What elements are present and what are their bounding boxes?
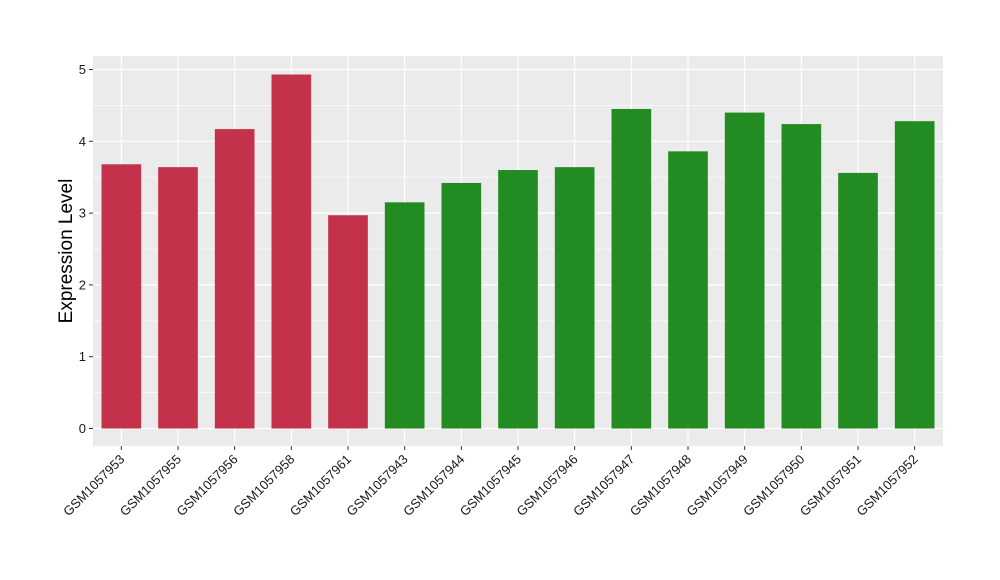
- bar-GSM1057951: [838, 172, 878, 429]
- bar-GSM1057953: [101, 164, 142, 429]
- y-axis-title: Expression Level: [56, 179, 77, 324]
- bar-GSM1057948: [668, 151, 708, 429]
- y-tick-label: 0: [79, 421, 86, 436]
- bar-GSM1057955: [158, 167, 198, 429]
- bar-GSM1057945: [498, 170, 538, 429]
- x-axis: GSM1057953GSM1057955GSM1057956GSM1057958…: [60, 446, 921, 519]
- bar-GSM1057958: [271, 74, 312, 429]
- y-tick-label: 5: [79, 62, 86, 77]
- y-tick-label: 1: [79, 349, 86, 364]
- bar-GSM1057944: [441, 182, 482, 429]
- bars: [101, 74, 935, 429]
- bar-GSM1057943: [384, 202, 425, 429]
- bar-GSM1057961: [328, 215, 368, 429]
- bar-GSM1057947: [611, 108, 652, 429]
- y-axis: 0 1 2 3 4 5: [79, 62, 93, 436]
- bar-GSM1057952: [894, 121, 935, 429]
- bar-GSM1057950: [781, 124, 822, 429]
- y-tick-label: 4: [79, 134, 86, 149]
- y-tick-label: 3: [79, 206, 86, 221]
- bar-GSM1057956: [214, 129, 255, 429]
- bar-GSM1057946: [554, 167, 595, 429]
- y-tick-label: 2: [79, 277, 86, 292]
- bar-GSM1057949: [724, 112, 765, 429]
